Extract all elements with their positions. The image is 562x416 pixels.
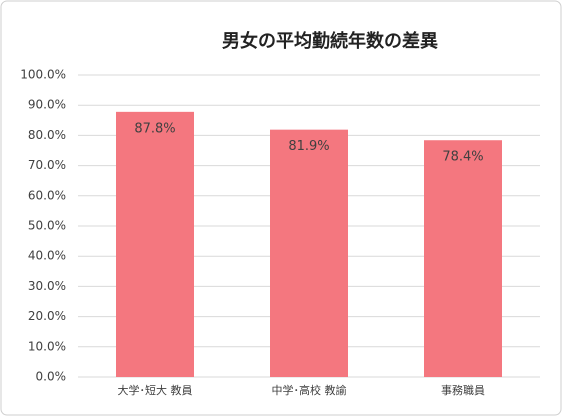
bar <box>270 129 348 377</box>
y-tick-label: 60.0% <box>28 188 66 202</box>
x-tick-label: 事務職員 <box>441 383 485 397</box>
y-tick-label: 80.0% <box>28 128 66 142</box>
y-tick-label: 50.0% <box>28 219 66 233</box>
data-label: 81.9% <box>288 139 329 154</box>
x-tick-label: 大学･短大 教員 <box>118 383 193 397</box>
data-label: 87.8% <box>134 121 175 136</box>
y-tick-label: 90.0% <box>28 98 66 112</box>
y-tick-label: 70.0% <box>28 158 66 172</box>
bar <box>116 111 194 378</box>
x-tick-label: 中学･高校 教諭 <box>272 383 347 397</box>
y-tick-label: 20.0% <box>28 309 66 323</box>
y-tick-label: 10.0% <box>28 339 66 353</box>
chart-title: 男女の平均勤続年数の差異 <box>222 30 438 52</box>
y-tick-label: 0.0% <box>36 370 67 384</box>
y-tick-label: 100.0% <box>20 68 66 82</box>
bar <box>424 140 502 377</box>
y-tick-label: 30.0% <box>28 279 66 293</box>
y-tick-label: 40.0% <box>28 249 66 263</box>
data-label: 78.4% <box>442 150 483 165</box>
